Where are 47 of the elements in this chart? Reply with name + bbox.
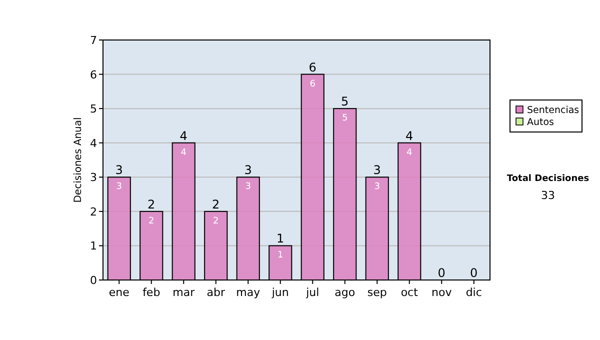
total-label: 4: [180, 128, 188, 143]
data-label: 3: [374, 182, 380, 192]
total-label: 0: [438, 266, 446, 280]
x-tick-label: mar: [172, 286, 196, 299]
total-label: 5: [341, 94, 349, 109]
y-tick-label: 5: [90, 102, 97, 116]
y-tick-label: 6: [90, 68, 97, 82]
y-tick-label: 4: [90, 136, 97, 150]
x-tick-label: jun: [270, 286, 289, 299]
data-label: 2: [213, 216, 219, 226]
x-tick-label: nov: [432, 286, 452, 299]
data-label: 4: [180, 148, 187, 158]
total-label: 3: [115, 163, 123, 178]
data-label: 6: [310, 79, 316, 90]
total-label: 4: [406, 128, 414, 143]
total-label: 2: [212, 197, 220, 212]
data-label: 3: [116, 182, 122, 192]
total-label: 3: [373, 163, 381, 178]
total-label: 3: [244, 163, 252, 178]
x-tick-label: dic: [466, 286, 482, 299]
total-label: 0: [470, 266, 478, 280]
y-axis-title: Decisiones Anual: [73, 117, 84, 203]
x-tick-label: ene: [108, 286, 130, 299]
y-tick-label: 3: [90, 171, 97, 184]
y-tick-label: 7: [90, 34, 97, 47]
y-tick-label: 0: [90, 274, 97, 287]
x-tick-label: ago: [334, 286, 356, 299]
x-tick-label: abr: [206, 286, 226, 299]
legend-label: Autos: [527, 117, 554, 128]
data-label: 5: [342, 114, 348, 124]
total-label: 6: [308, 60, 316, 74]
total-label: 1: [276, 232, 284, 246]
x-tick-label: oct: [400, 286, 419, 299]
data-label: 4: [406, 148, 413, 158]
y-tick-label: 2: [90, 205, 97, 218]
x-tick-label: sep: [367, 286, 387, 299]
y-tick-label: 1: [90, 240, 97, 253]
legend-label: Sentencias: [527, 105, 580, 116]
data-label: 2: [148, 216, 154, 226]
text: 33: [541, 189, 555, 202]
total-label: 2: [148, 197, 156, 212]
text: Total Decisiones: [506, 174, 590, 184]
x-tick-label: feb: [142, 286, 160, 299]
x-tick-label: jul: [305, 286, 320, 299]
data-label: 3: [245, 182, 251, 192]
data-label: 1: [278, 250, 284, 261]
x-tick-label: may: [236, 286, 261, 299]
